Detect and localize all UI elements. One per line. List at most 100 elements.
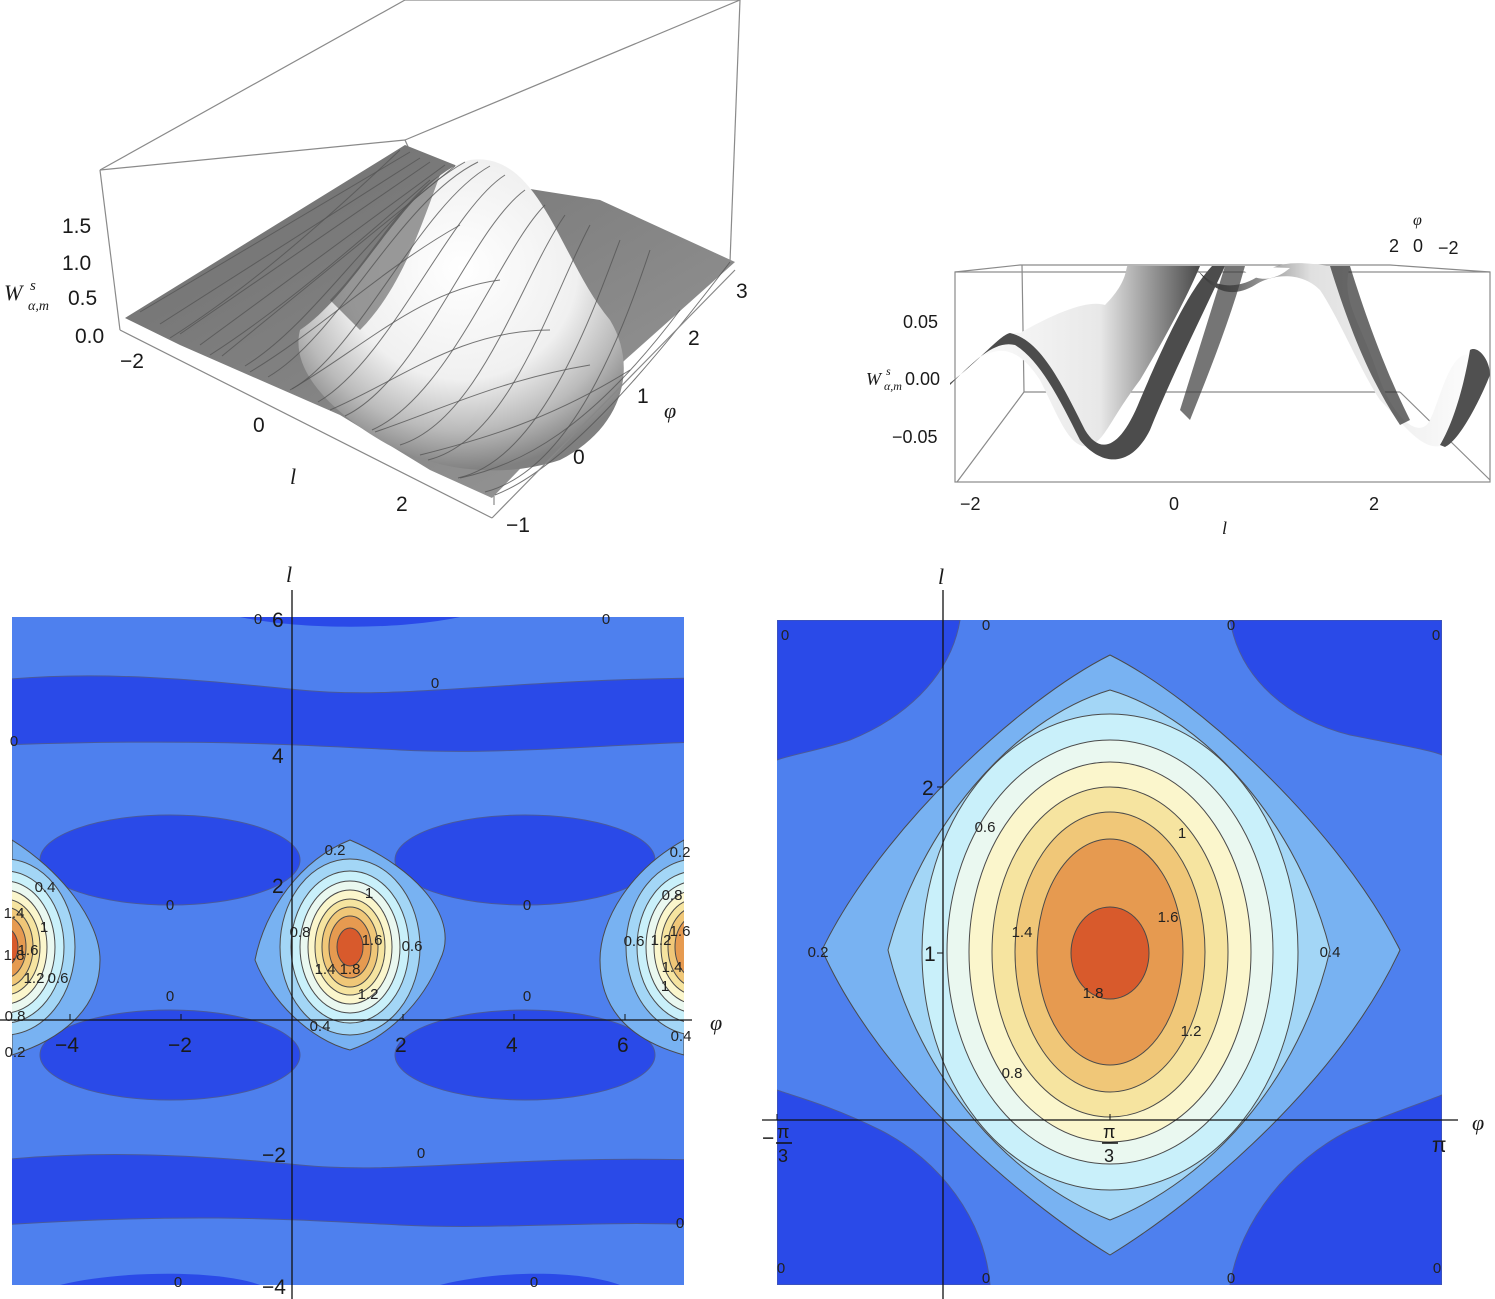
contour-value-label: 0 [1227, 617, 1235, 634]
contour-labels: 0 0 0 0 0.6 1 1.6 1.4 0.2 0.4 1.8 1.2 0.8 0 0 0 0 [777, 617, 1441, 1287]
svg-text:−2: −2 [168, 1034, 192, 1057]
svg-text:2: 2 [1369, 494, 1379, 514]
contour-value-label: 0 [1432, 627, 1440, 644]
contour-value-label: 0 [174, 1274, 182, 1291]
bounding-box [954, 264, 1491, 483]
phi-axis-label: φ [710, 1010, 722, 1035]
svg-text:l: l [1222, 518, 1227, 538]
svg-text:4: 4 [506, 1034, 518, 1057]
z-axis-ticks: 0.05 0.00 −0.05 [892, 312, 940, 447]
contour-value-label: 1 [1178, 825, 1186, 842]
contour-value-label: 0.4 [1320, 944, 1341, 961]
contour-value-label: 0.6 [975, 819, 996, 836]
contour-value-label: 0.8 [662, 887, 683, 904]
contour-value-label: 0 [781, 627, 789, 644]
svg-text:π: π [777, 1122, 789, 1142]
z-axis-label: W s α,m [4, 278, 49, 314]
svg-text:0.00: 0.00 [905, 369, 940, 389]
contour-value-label: 0 [523, 988, 531, 1005]
contour-value-label: 1.2 [24, 970, 45, 987]
surface-plot-side-view: 0.05 0.00 −0.05 W s α,m −2 0 2 l 2 0 −2 … [866, 212, 1491, 538]
svg-text:0.05: 0.05 [903, 312, 938, 332]
l-axis-ticks: −2 0 2 l [960, 494, 1379, 538]
svg-text:−2: −2 [1438, 238, 1459, 258]
svg-text:2: 2 [922, 777, 934, 800]
svg-text:2: 2 [395, 1034, 407, 1057]
svg-text:0: 0 [1413, 236, 1423, 256]
phi-axis-ticks: −1 0 1 2 3 φ [506, 280, 748, 537]
z-tick-0.0: 0.0 [75, 325, 104, 348]
svg-text:s: s [30, 278, 36, 294]
peak-right [599, 839, 684, 1056]
contour-value-label: 0.8 [1002, 1065, 1023, 1082]
surface-plot-main: 1.5 1.0 0.5 0.0 W s α,m −2 0 2 l −1 0 1 … [4, 0, 748, 537]
phi-axis-ticks: 2 0 −2 φ [1389, 212, 1459, 258]
contour-value-label: 0 [602, 611, 610, 628]
surface-left-wave [950, 265, 1200, 447]
svg-text:α,m: α,m [884, 379, 902, 393]
contour-value-label: 0 [676, 1215, 684, 1232]
svg-text:W: W [866, 369, 883, 389]
contour-value-label: 0 [254, 611, 262, 628]
svg-text:−: − [762, 1127, 774, 1150]
contour-value-label: 1.4 [662, 959, 683, 976]
svg-text:2: 2 [688, 327, 700, 350]
contour-value-label: 1.8 [340, 961, 361, 978]
svg-text:2: 2 [1389, 236, 1399, 256]
contour-value-label: 0.6 [402, 938, 423, 955]
svg-text:1: 1 [637, 385, 649, 408]
contour-value-label: 1.8 [1083, 985, 1104, 1002]
contour-value-label: 1 [661, 978, 669, 995]
z-tick-1.0: 1.0 [62, 252, 91, 275]
contour-value-label: 0.2 [808, 944, 829, 961]
surface-center-arch [1195, 263, 1485, 447]
contour-value-label: 0 [166, 988, 174, 1005]
contour-value-label: 1.6 [670, 923, 691, 940]
l-ticks: 2 1 [922, 777, 936, 966]
svg-text:π: π [1432, 1134, 1447, 1157]
contour-value-label: 0 [10, 733, 18, 750]
svg-text:6: 6 [617, 1034, 629, 1057]
svg-text:π: π [1103, 1122, 1115, 1142]
contour-value-label: 0 [777, 1260, 785, 1277]
svg-text:3: 3 [778, 1146, 788, 1166]
l-axis-label: l [290, 464, 296, 489]
contour-value-label: 1 [365, 885, 373, 902]
phi-axis-label: φ [1472, 1110, 1484, 1135]
contour-value-label: 0.8 [290, 924, 311, 941]
svg-text:W: W [4, 280, 24, 305]
contour-value-label: 0.8 [5, 1008, 26, 1025]
contour-value-label: 1 [40, 919, 48, 936]
contour-plot-zoom: 2 1 − π 3 π 3 π φ l 0 0 0 0 0.6 1 1.6 1.4 0.2 0.4… [762, 564, 1484, 1299]
svg-text:3: 3 [1104, 1146, 1114, 1166]
contour-value-label: 0 [982, 617, 990, 634]
svg-text:3: 3 [736, 280, 748, 303]
surface-left-front [950, 266, 1225, 460]
svg-text:−1: −1 [506, 514, 530, 537]
contour-value-label: 0.2 [670, 844, 691, 861]
z-tick-1.5: 1.5 [62, 215, 91, 238]
contour-value-label: 0 [1433, 1260, 1441, 1277]
contour-plot-wide: −4 −2 2 4 6 6 4 2 −2 −4 φ l 0 0 0 0 0.2 0.2 0.… [0, 562, 722, 1299]
svg-text:−2: −2 [262, 1144, 286, 1167]
contour-value-label: 1.2 [358, 986, 379, 1003]
svg-text:0: 0 [253, 414, 265, 437]
contour-value-label: 1.6 [362, 932, 383, 949]
svg-text:1: 1 [924, 943, 936, 966]
contour-value-label: 1.4 [1012, 924, 1033, 941]
contour-value-label: 0 [417, 1145, 425, 1162]
contour-value-label: 1.4 [4, 905, 25, 922]
contour-value-label: 0 [530, 1274, 538, 1291]
surface-peak [298, 159, 624, 471]
svg-text:4: 4 [272, 745, 284, 768]
z-tick-0.5: 0.5 [68, 287, 97, 310]
svg-text:2: 2 [272, 875, 284, 898]
svg-text:−2: −2 [120, 350, 144, 373]
l-axis-label: l [938, 564, 944, 589]
contour-value-label: 0.6 [624, 933, 645, 950]
contour-value-label: 1.2 [1181, 1023, 1202, 1040]
z-axis-label: W s α,m [866, 364, 902, 393]
svg-text:−2: −2 [960, 494, 981, 514]
